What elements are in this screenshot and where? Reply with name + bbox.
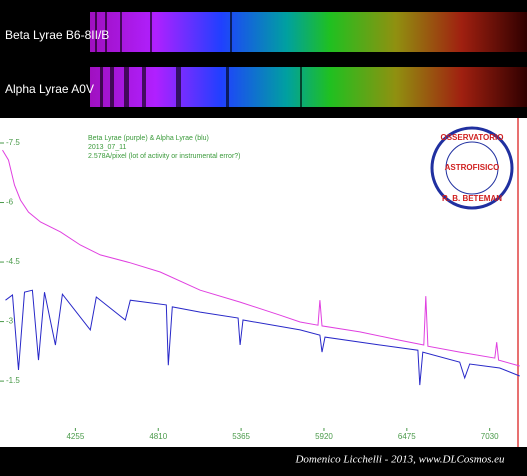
label-beta: Beta Lyrae B6-8II/B: [5, 28, 109, 42]
logo-inner: [445, 141, 499, 195]
legend-text: 2013_07_11: [88, 144, 127, 151]
label-alpha: Alpha Lyrae A0V: [5, 82, 94, 96]
x-tick-label: 5365: [232, 432, 250, 441]
spectrum-line: [2, 149, 520, 367]
spectrum-beta: [90, 12, 527, 52]
x-tick-label: 4255: [66, 432, 84, 441]
y-tick-label: -3: [6, 317, 14, 326]
logo-text: R. B. BETEMAN: [442, 194, 502, 203]
spectrum-line: [5, 289, 520, 386]
x-tick-label: 5920: [315, 432, 333, 441]
spectrum-alpha: [90, 67, 527, 107]
absorption-lines: [95, 12, 302, 107]
logo-text: OSSERVATORIO: [441, 133, 504, 142]
logo-text: ASTROFISICO: [445, 163, 500, 172]
y-tick-label: -6: [6, 198, 14, 207]
x-tick-label: 6475: [398, 432, 416, 441]
legend-text: 2.578A/pixel (lot of activity or instrum…: [88, 153, 241, 160]
y-tick-label: -4.5: [6, 257, 20, 266]
x-tick-label: 7030: [481, 432, 499, 441]
legend-text: Beta Lyrae (purple) & Alpha Lyrae (blu): [88, 135, 209, 142]
x-tick-label: 4810: [149, 432, 167, 441]
y-tick-label: -1.5: [6, 376, 20, 385]
logo: OSSERVATORIO ASTROFISICO R. B. BETEMAN: [430, 126, 514, 210]
credit: Domenico Licchelli - 2013, www.DLCosmos.…: [294, 454, 505, 466]
y-tick-label: -7.5: [6, 138, 20, 147]
